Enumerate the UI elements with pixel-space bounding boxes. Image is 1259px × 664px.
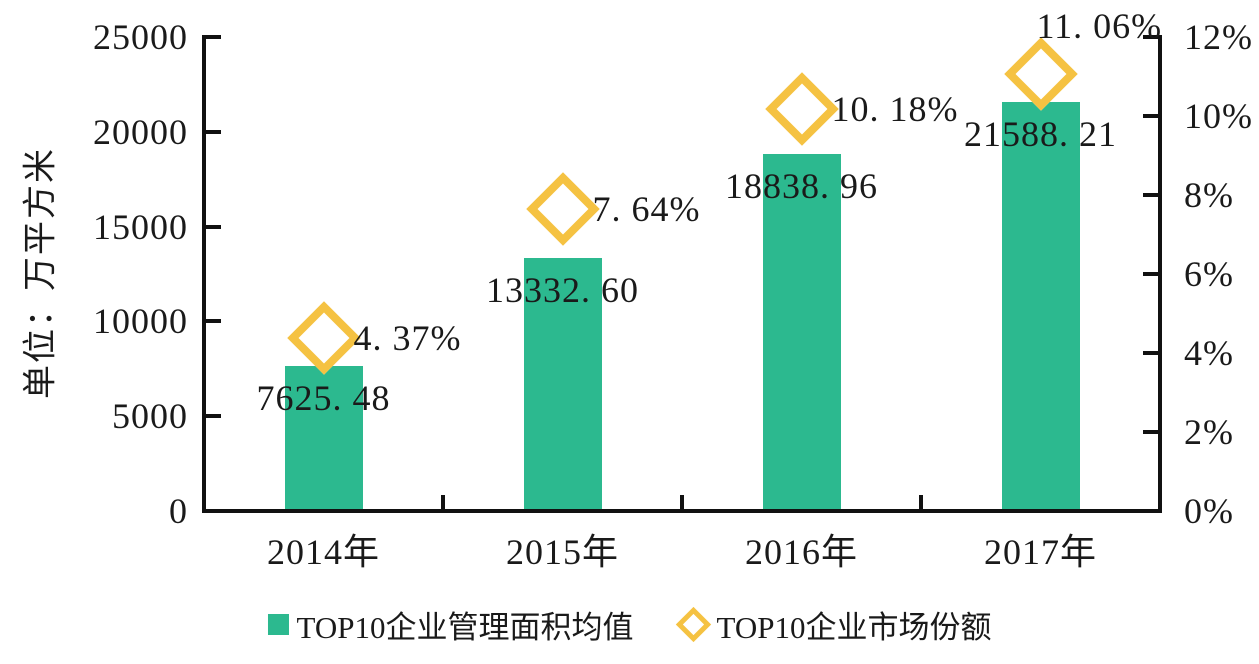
x-axis-tick: [919, 495, 923, 509]
right-axis-tick-label: 8%: [1184, 175, 1234, 215]
bar-series-swatch-icon: [267, 614, 289, 635]
left-axis-tick-label: 10000: [93, 301, 188, 342]
left-axis-line: [202, 35, 206, 513]
right-axis-tick-label: 0%: [1184, 491, 1234, 531]
left-axis-tick: [206, 35, 221, 39]
left-axis-tick: [206, 414, 221, 419]
legend-item-managed-area: TOP10企业管理面积均值: [267, 602, 634, 647]
x-axis-tick-label: 2014年: [266, 532, 381, 572]
x-axis-tick: [680, 495, 684, 509]
diamond-marker-icon: [525, 172, 600, 246]
right-axis-tick: [1143, 193, 1158, 197]
right-axis-tick: [1143, 430, 1158, 434]
right-axis-tick: [1143, 114, 1158, 118]
x-axis-tick-label: 2016年: [744, 532, 859, 572]
left-axis-tick-label: 5000: [112, 396, 188, 437]
left-axis-tick: [206, 319, 221, 324]
left-axis-tick-label: 15000: [93, 206, 188, 247]
right-axis-tick: [1143, 272, 1158, 276]
diamond-marker-icon: [286, 301, 361, 376]
bottom-axis-line: [202, 509, 1162, 513]
x-axis-tick: [441, 495, 445, 509]
right-axis-tick: [1143, 35, 1158, 39]
left-axis-tick-label: 20000: [93, 111, 188, 152]
left-axis-title: 单位：万平方米: [22, 147, 60, 399]
legend: TOP10企业管理面积均值 TOP10企业市场份额: [267, 602, 992, 647]
left-axis-tick-label: 25000: [93, 17, 188, 57]
left-axis-tick: [206, 129, 221, 134]
right-axis-tick-label: 4%: [1184, 333, 1234, 373]
x-axis-tick-label: 2017年: [983, 532, 1098, 572]
percent-label: 4. 37%: [353, 318, 462, 359]
bar: [284, 366, 363, 509]
bar: [762, 153, 841, 509]
right-axis-tick: [1143, 351, 1158, 355]
diamond-series-swatch-icon: [675, 606, 711, 643]
percent-label: 10. 18%: [831, 88, 959, 129]
legend-item-market-share: TOP10企业市场份额: [675, 602, 992, 647]
bar: [1001, 101, 1080, 509]
right-axis-tick-label: 6%: [1184, 254, 1234, 294]
right-axis-line: [1158, 35, 1162, 513]
percent-label: 7. 64%: [592, 189, 701, 230]
right-axis-tick-label: 2%: [1184, 412, 1234, 452]
x-axis-tick-label: 2015年: [505, 532, 620, 572]
left-axis-tick: [206, 224, 221, 229]
diamond-marker-icon: [764, 72, 839, 146]
bar-value-label: 18838. 96: [725, 165, 878, 206]
legend-label-managed-area: TOP10企业管理面积均值: [296, 610, 634, 645]
left-axis-tick-label: 0: [169, 491, 188, 531]
percent-label: 11. 06%: [1036, 6, 1163, 47]
bar-value-label: 7625. 48: [256, 378, 391, 419]
bar-value-label: 13332. 60: [486, 270, 639, 311]
right-axis-tick-label: 12%: [1184, 17, 1253, 57]
bar: [523, 258, 602, 509]
right-axis-tick-label: 10%: [1184, 96, 1253, 136]
legend-label-market-share: TOP10企业市场份额: [716, 610, 992, 645]
bar-value-label: 21588. 21: [964, 113, 1117, 154]
